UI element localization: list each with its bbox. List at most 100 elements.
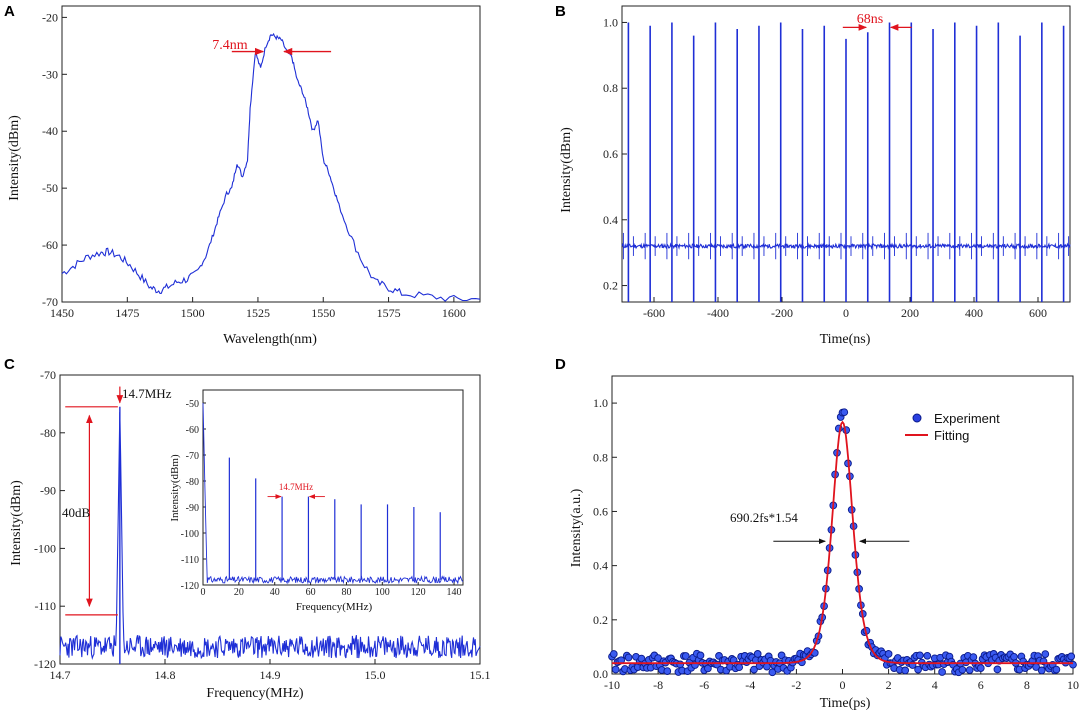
panel-c-inset-y-tick-label: -120 [181,581,199,592]
panel-c-inset-y-tick-label: -80 [186,477,199,488]
panel-a-width-annotation: 7.4nm [212,38,248,53]
panel-c-inset-x-tick-label: 80 [341,587,351,598]
panel-d-y-tick-label: 0.4 [593,559,608,573]
panel-b-y-tick-label: 0.8 [603,81,618,95]
panel-d-experiment-point [914,665,922,674]
panel-d-experiment-point [1010,652,1018,661]
panel-c-inset-bg [203,390,463,585]
panel-d-x-tick-label: 6 [978,678,984,692]
panel-d-experiment-point [884,650,893,658]
panel-b-y-tick-label: 0.6 [603,147,618,161]
panel-d-experiment-point [696,651,705,660]
panel-b-y-tick-label: 1.0 [603,15,618,29]
panel-c-depth-annotation: 40dB [62,505,91,520]
panel-d-experiment-point [624,653,633,662]
panel-b-x-tick-label: 400 [965,306,983,320]
panel-d-experiment-point [609,650,618,658]
panel-c-inset-x-tick-label: 60 [306,587,316,598]
panel-b-ylabel: Intensity(dBm) [559,127,574,213]
panel-c-y-tick-label: -70 [40,368,56,382]
panel-d-legend: Experiment Fitting [905,411,1000,443]
panel-c-inset-y-tick-label: -60 [186,425,199,436]
panel-b-x-tick-label: -200 [771,306,793,320]
panel-c-inset-xlabel: Frequency(MHz) [296,601,373,613]
panel-a-y-tick-label: -30 [42,67,58,81]
panel-d-y-tick-label: 0.0 [593,667,608,681]
panel-d-ylabel: Intensity(a.u.) [569,488,584,567]
panel-c-inset-x-tick-label: 120 [411,587,426,598]
panel-a-x-tick-label: 1575 [377,306,401,320]
panel-d-experiment-point [901,666,910,675]
panel-d-x-tick-label: 8 [1024,678,1030,692]
panel-d-x-tick-label: -2 [791,678,801,692]
panel-d-experiment-point [663,667,672,675]
panel-a-y-tick-label: -60 [42,238,58,252]
panel-c-peak-annotation: 14.7MHz [122,386,172,401]
panel-d-experiment-point [735,663,744,672]
panel-d-x-tick-label: 2 [886,678,892,692]
panel-d-experiment-point [1052,665,1061,674]
panel-b-xlabel: Time(ns) [820,332,871,347]
panel-c-y-tick-label: -120 [34,657,56,671]
panel-d-y-tick-label: 0.8 [593,450,608,464]
panel-d-chart: -10 -8 -6 -4 -2 0 2 4 6 8 10 0.0 0.2 0.4 0.6 0.8 1.0 [593,375,1079,692]
panel-c-inset-noise-line [202,402,464,585]
panel-d-experiment-point [704,664,712,673]
panel-c-y-tick-label: -110 [34,599,56,613]
panel-d-experiment-point [1041,650,1050,658]
panel-c-inset-plot-frame [202,389,464,586]
panel-b-x-tick-label: 200 [901,306,919,320]
panel-d-experiment-point [611,665,620,674]
panel-d-experiment-point [753,650,762,658]
panel-d-experiment-point [976,664,985,672]
panel-d-fitting-line [612,420,1073,665]
panel-label-a: A [4,3,15,20]
panel-d-experiment-point [965,666,974,674]
panel-a-y-tick-label: -70 [42,295,58,309]
panel-c-x-tick-label: 15.0 [365,668,386,682]
panel-c-y-tick-label: -90 [40,484,56,498]
panel-d-experiment-point [938,668,946,676]
panel-b-period-annotation: 68ns [857,12,883,27]
panel-c-inset-y-tick-label: -50 [186,399,199,410]
panel-d-experiment-point [958,665,967,674]
panel-c-y-tick-label: -100 [34,541,56,555]
panel-d-experiment-point [840,408,849,417]
panel-d-y-tick-label: 0.2 [593,613,608,627]
panel-c-ylabel: Intensity(dBm) [9,480,24,566]
panel-d-experiment-point [1037,666,1046,675]
panel-d-experiment-point [969,653,978,661]
panel-a-spectrum-line [61,32,481,302]
legend-fitting-label: Fitting [934,428,969,443]
panel-b-x-tick-label: -400 [707,306,729,320]
panel-d-experiment-point [1067,652,1076,661]
panel-c-inset-x-tick-label: 20 [234,587,244,598]
panel-c-x-tick-label: 14.8 [155,668,176,682]
panel-c-inset-x-tick-label: 100 [375,587,390,598]
panel-d-experiment-point [923,651,932,660]
panel-a-y-tick-label: -20 [42,10,58,24]
panel-c-inset-y-tick-label: -110 [181,555,199,566]
panel-c-inset-x-tick-label: 40 [270,587,280,598]
panel-a-xlabel: Wavelength(nm) [223,332,317,347]
panel-d-x-tick-label: 0 [840,678,846,692]
panel-c-chart: 14.7 14.8 14.9 15.0 15.1 -120 -110 -100 -90 -80 -7… [34,368,491,682]
panel-d-x-tick-label: -8 [653,678,663,692]
panel-c-inset-annotation: 14.7MHz [279,482,313,492]
panel-c-inset-chart: 0 20 40 60 80 100 120 140 -120 -110 -100 -90 -80 -70 -… [181,389,464,598]
panel-d-width-annotation: 690.2fs*1.54 [730,510,798,525]
panel-c-y-tick-label: -80 [40,426,56,440]
panel-d-experiment-point [993,665,1002,674]
panel-a-y-tick-label: -40 [42,124,58,138]
panel-d-x-tick-label: -6 [699,678,709,692]
panel-c-x-tick-label: 15.1 [470,668,491,682]
panel-d-y-tick-label: 0.6 [593,504,608,518]
panel-a-plot-frame [61,5,481,303]
panel-d-x-tick-label: 4 [932,678,938,692]
panel-d-experiment-point [750,665,758,674]
panel-b-x-tick-label: -600 [643,306,665,320]
panel-a-ylabel: Intensity(dBm) [7,115,22,201]
panel-a-x-tick-label: 1550 [311,306,335,320]
panel-d-experiment-point [916,651,924,660]
